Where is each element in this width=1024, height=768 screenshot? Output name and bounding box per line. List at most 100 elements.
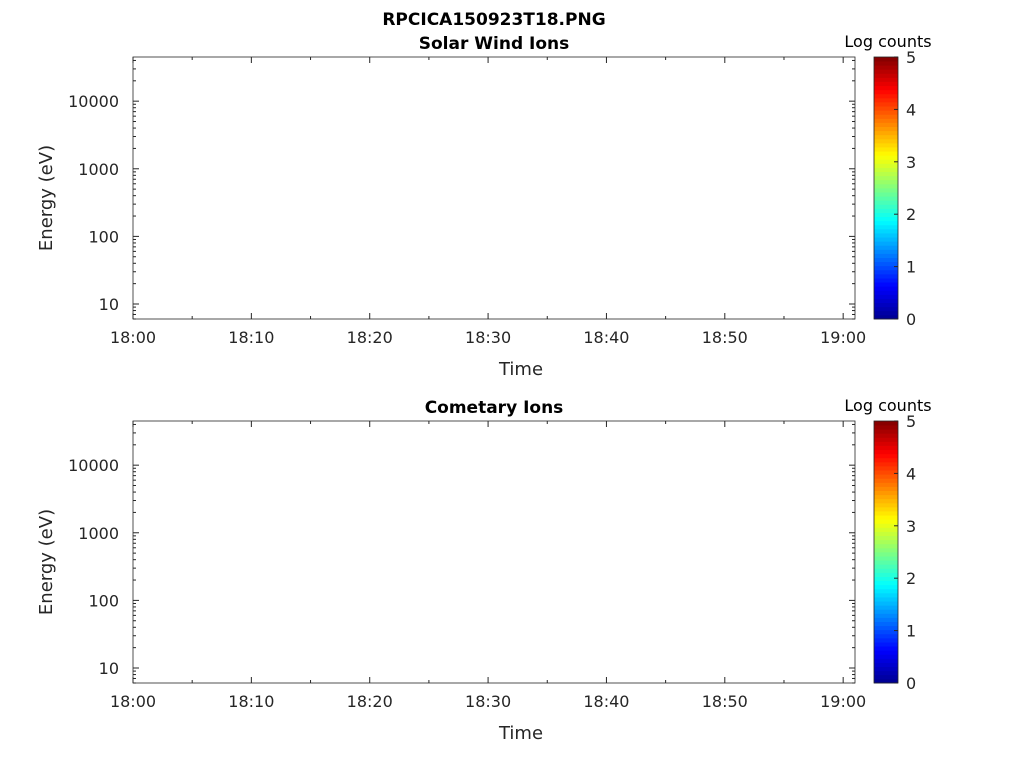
colorbar-segment — [874, 486, 898, 491]
colorbar-segment — [874, 613, 898, 618]
y-tick-label: 1000 — [78, 160, 119, 179]
colorbar-tick-label: 3 — [906, 517, 916, 536]
colorbar-segment — [874, 102, 898, 107]
colorbar-segment — [874, 278, 898, 283]
colorbar-segment — [874, 666, 898, 672]
colorbar-segment — [874, 106, 898, 111]
colorbar-segment — [874, 429, 898, 434]
x-axis-label: Time — [498, 723, 543, 744]
colorbar-segment — [874, 192, 898, 197]
colorbar-segment — [874, 461, 898, 467]
colorbar-segment — [874, 601, 898, 606]
y-tick-label: 1000 — [78, 524, 119, 543]
colorbar-segment — [874, 629, 898, 635]
colorbar-segment — [874, 237, 898, 242]
colorbar-segment — [874, 564, 898, 569]
colorbar-segment — [874, 142, 898, 148]
colorbar-segment — [874, 654, 898, 659]
x-tick-label: 19:00 — [820, 692, 866, 711]
colorbar-segment — [874, 196, 898, 201]
colorbar-segment — [874, 61, 898, 66]
colorbar-segment — [874, 171, 898, 177]
colorbar-segment — [874, 621, 898, 627]
colorbar-segment — [874, 519, 898, 524]
colorbar-segment — [874, 425, 898, 430]
colorbar-segment — [874, 506, 898, 512]
y-tick-label: 10000 — [68, 92, 119, 111]
colorbar-segment — [874, 167, 898, 173]
colorbar-segment — [874, 65, 898, 70]
colorbar-tick-label: 4 — [906, 464, 916, 483]
colorbar-segment — [874, 584, 898, 590]
colorbar-segment — [874, 269, 898, 275]
colorbar-title: Log counts — [844, 32, 931, 51]
colorbar-segment — [874, 282, 898, 287]
panel-1: Solar Wind Ions 18:00 18:10 18:20 18:30 18:40… — [36, 32, 932, 380]
colorbar-segment — [874, 637, 898, 643]
x-tick-label: 18:10 — [228, 692, 274, 711]
x-tick-label: 18:50 — [702, 692, 748, 711]
colorbar-segment — [874, 69, 898, 74]
colorbar-segment — [874, 662, 898, 668]
colorbar-segment — [874, 114, 898, 119]
y-tick-label: 100 — [88, 227, 119, 246]
colorbar-segment — [874, 310, 898, 316]
colorbar-segment — [874, 511, 898, 516]
colorbar-segment — [874, 294, 898, 299]
colorbar-segment — [874, 89, 898, 95]
colorbar-segment — [874, 155, 898, 160]
panel-title: Solar Wind Ions — [419, 34, 570, 54]
y-axis-label: Energy (eV) — [36, 509, 57, 615]
colorbar-tick-label: 0 — [906, 310, 916, 329]
colorbar-segment — [874, 527, 898, 532]
colorbar-segment — [874, 650, 898, 655]
colorbar-segment — [874, 73, 898, 78]
colorbar-segment — [874, 449, 898, 455]
x-tick-label: 18:40 — [583, 692, 629, 711]
colorbar-segment — [874, 445, 898, 451]
colorbar-segment — [874, 257, 898, 263]
colorbar-segment — [874, 253, 898, 258]
colorbar-segment — [874, 130, 898, 136]
colorbar-segment — [874, 572, 898, 577]
colorbar-segment — [874, 81, 898, 87]
colorbar-segment — [874, 580, 898, 586]
colorbar-segment — [874, 97, 898, 103]
colorbar-segment — [874, 118, 898, 123]
colorbar-segment — [874, 592, 898, 598]
colorbar-tick-label: 0 — [906, 674, 916, 693]
x-tick-label: 18:10 — [228, 328, 274, 347]
colorbar-segment — [874, 502, 898, 508]
colorbar-segment — [874, 576, 898, 582]
colorbar-segment — [874, 547, 898, 553]
colorbar-segment — [874, 163, 898, 168]
colorbar-segment — [874, 306, 898, 312]
colorbar-segment — [874, 490, 898, 496]
colorbar-segment — [874, 470, 898, 475]
x-tick-label: 18:00 — [110, 692, 156, 711]
colorbar-tick-label: 4 — [906, 100, 916, 119]
x-tick-label: 18:30 — [465, 692, 511, 711]
colorbar-segment — [874, 233, 898, 238]
colorbar-segment — [874, 134, 898, 140]
colorbar-segment — [874, 286, 898, 291]
y-tick-label: 10000 — [68, 456, 119, 475]
x-tick-label: 19:00 — [820, 328, 866, 347]
x-axis-label: Time — [498, 359, 543, 380]
colorbar-segment — [874, 122, 898, 127]
colorbar-tick-label: 5 — [906, 48, 916, 67]
colorbar-segment — [874, 290, 898, 295]
axes-box — [132, 420, 856, 684]
colorbar-segment — [874, 175, 898, 181]
colorbar-segment — [874, 617, 898, 622]
colorbar-segment — [874, 208, 898, 213]
colorbar-segment — [874, 188, 898, 193]
colorbar-title: Log counts — [844, 396, 931, 415]
colorbar-tick-label: 2 — [906, 205, 916, 224]
colorbar-segment — [874, 466, 898, 471]
colorbar-segment — [874, 433, 898, 438]
colorbar-segment — [874, 588, 898, 594]
